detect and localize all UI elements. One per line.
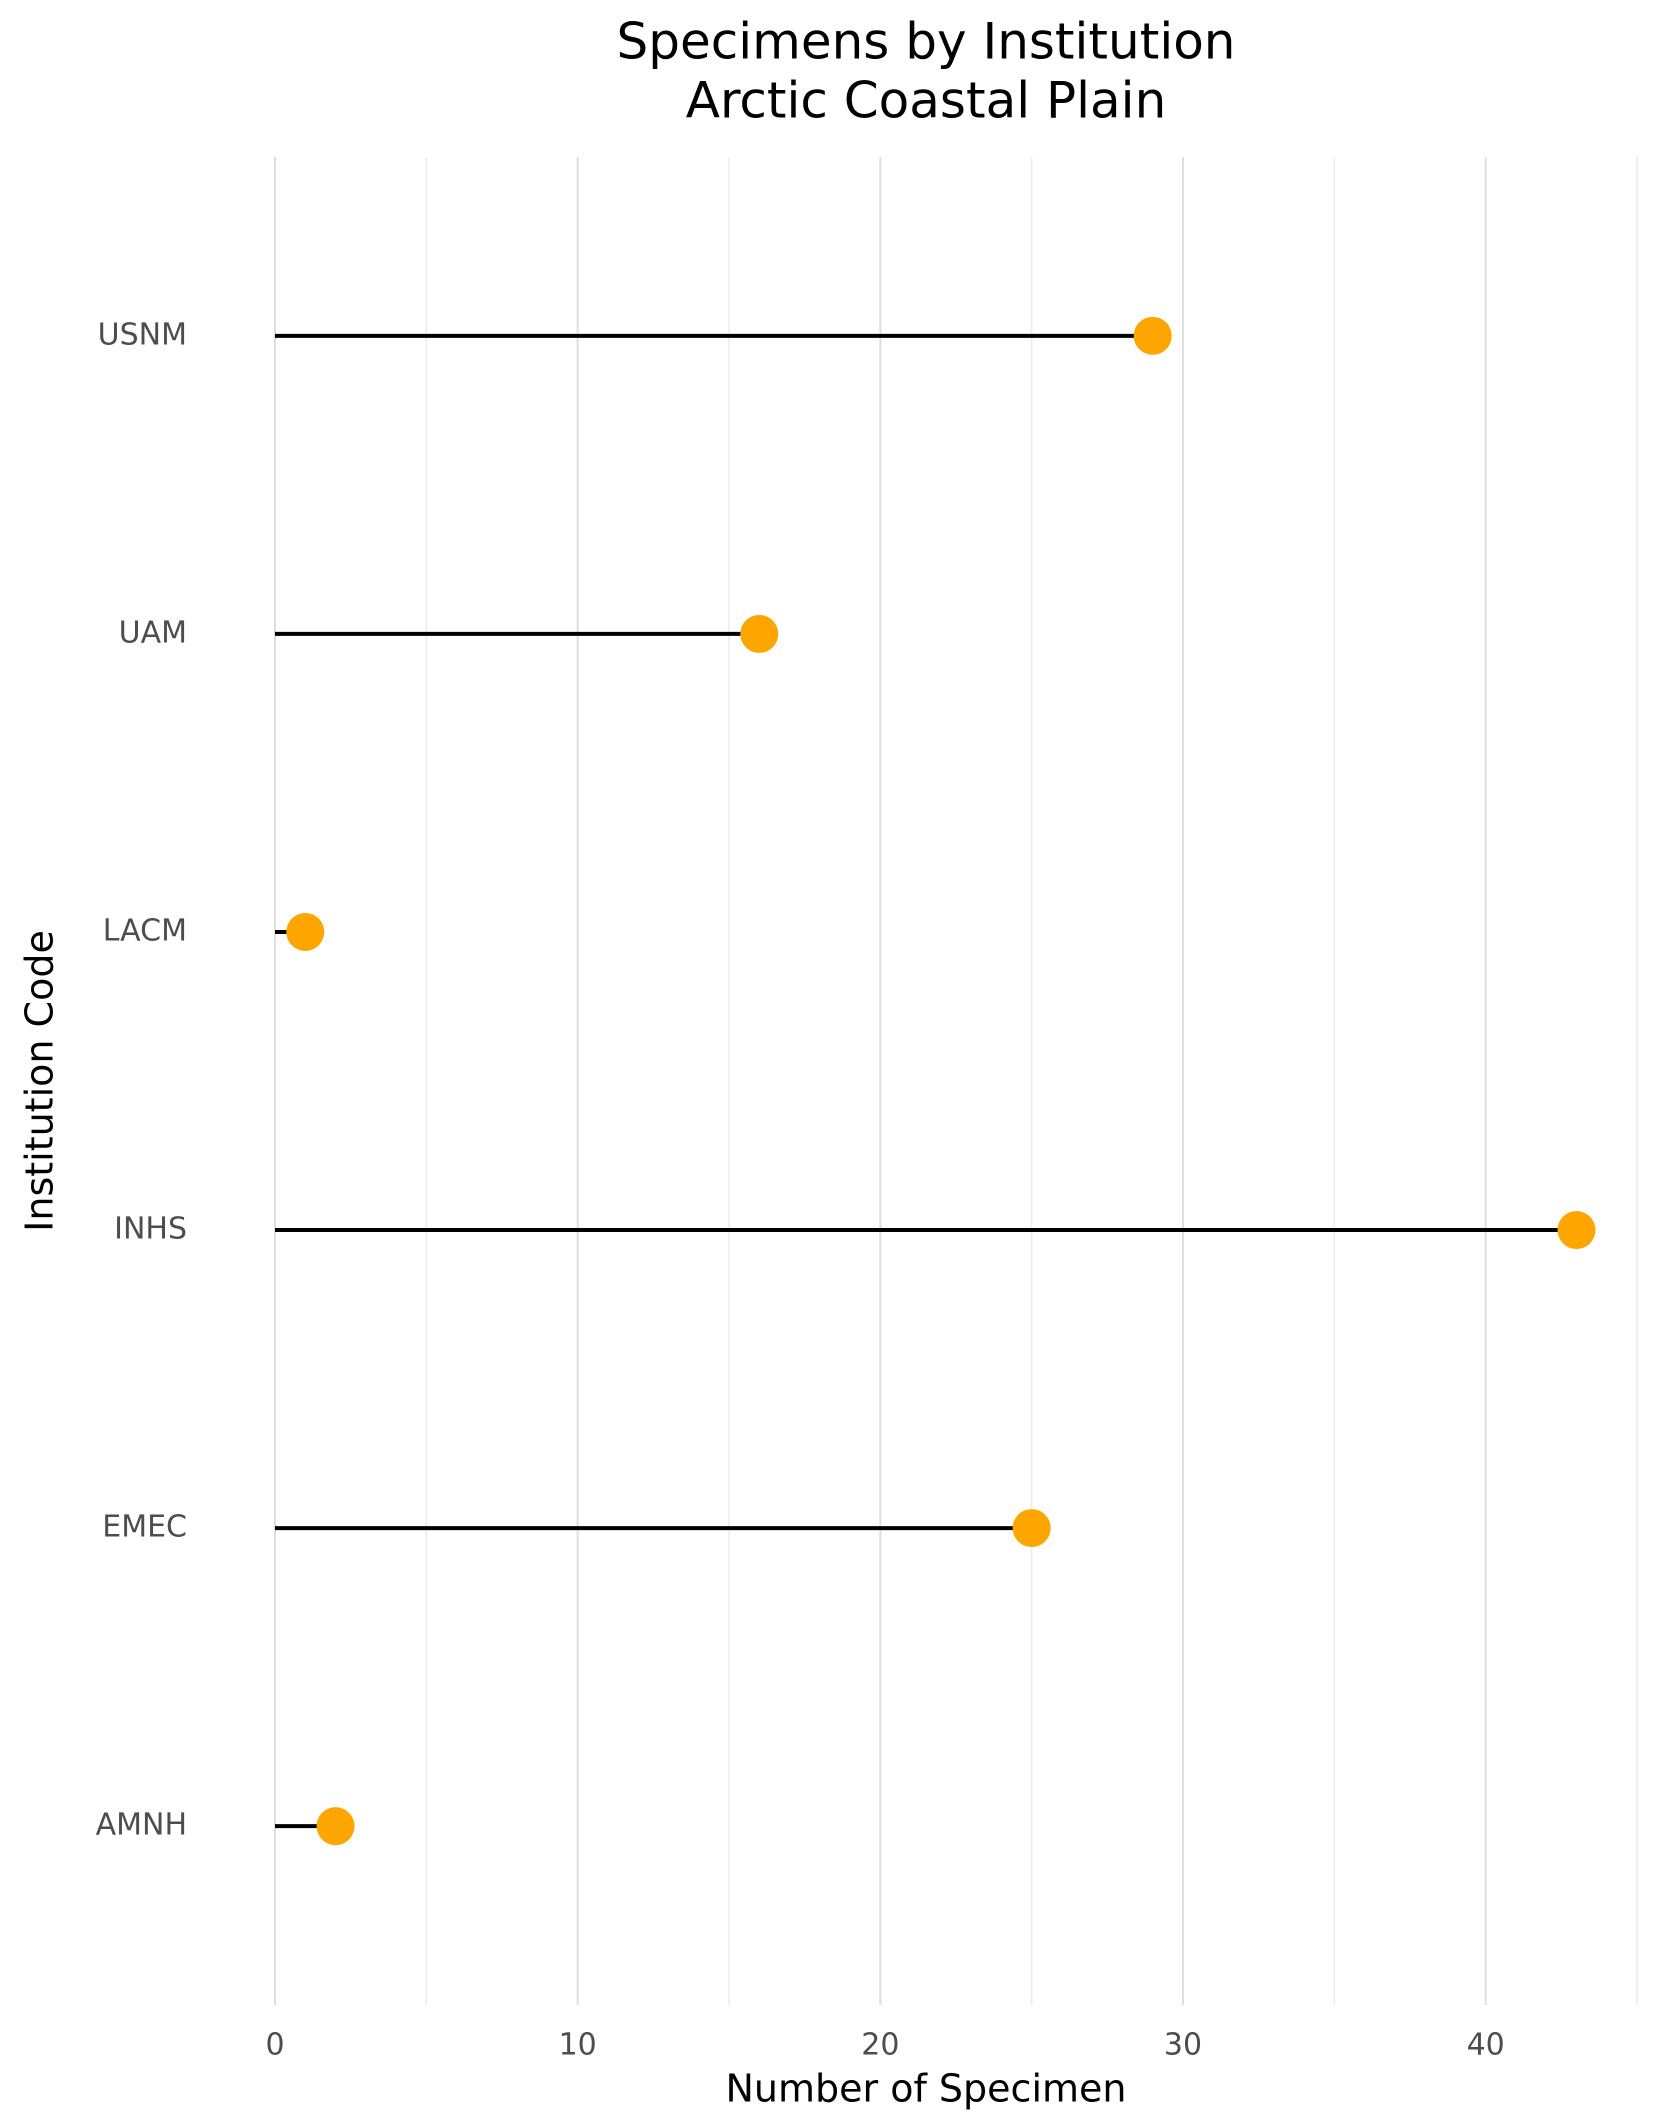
y-tick-label: EMEC [102,1510,187,1545]
y-axis-title: Institution Code [18,930,62,1232]
dot [316,1807,355,1846]
x-tick-label: 20 [861,2028,899,2063]
dot [1012,1509,1051,1548]
dot [1557,1211,1596,1250]
chart-subtitle: Arctic Coastal Plain [686,72,1167,130]
dot [286,912,325,951]
y-tick-label: LACM [103,913,187,948]
x-axis-title: Number of Specimen [726,2067,1127,2111]
dot [1133,316,1172,355]
x-tick-label: 40 [1467,2028,1505,2063]
y-tick-label: INHS [114,1212,187,1247]
dot [740,614,779,653]
x-tick-label: 30 [1164,2028,1202,2063]
chart-title: Specimens by Institution [617,13,1236,71]
x-tick-label: 0 [265,2028,284,2063]
x-tick-label: 10 [559,2028,597,2063]
y-tick-label: AMNH [96,1808,187,1843]
y-tick-label: UAM [119,615,187,650]
y-tick-label: USNM [98,317,187,352]
